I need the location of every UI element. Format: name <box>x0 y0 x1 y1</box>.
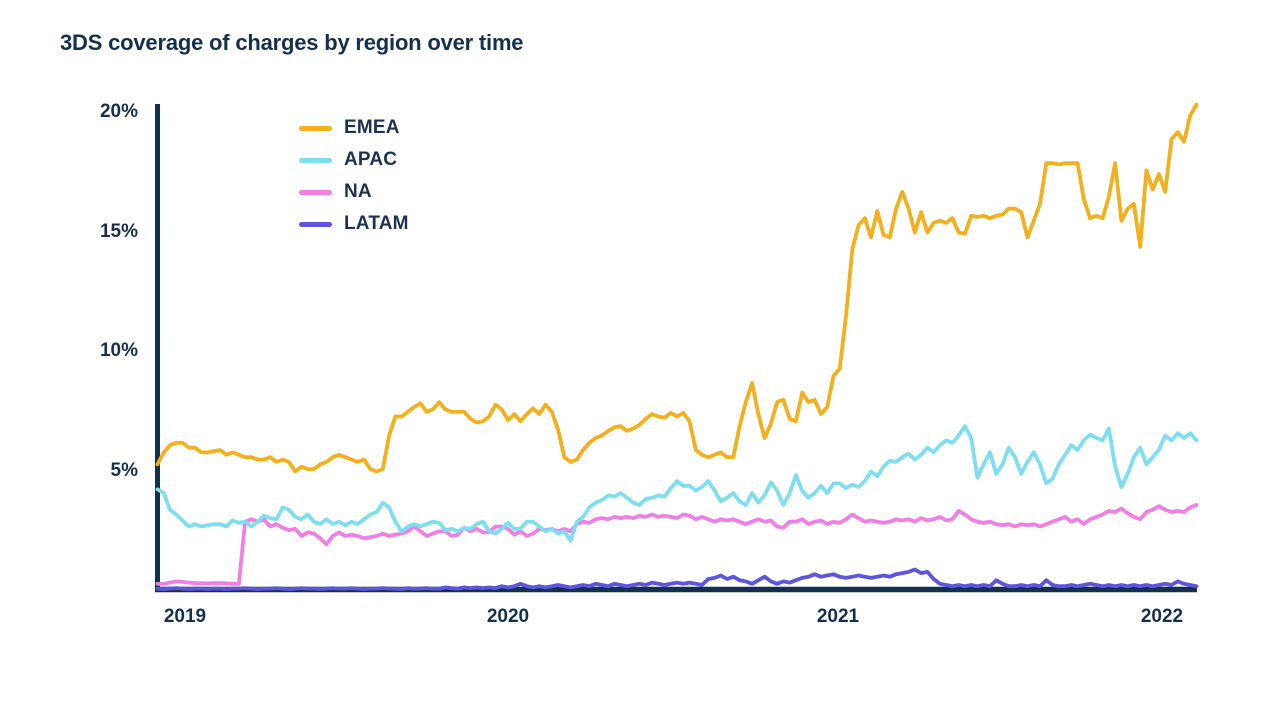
latam-line-swatch-icon <box>299 221 332 227</box>
x-tick-2022: 2022 <box>1140 606 1184 627</box>
emea-line-swatch-icon <box>299 125 332 131</box>
legend-item-apac: APAC <box>299 144 409 176</box>
apac-line-swatch-icon <box>299 157 332 163</box>
x-tick-2021: 2021 <box>816 606 860 627</box>
x-tick-2019: 2019 <box>163 606 207 627</box>
na-line-swatch-icon <box>299 189 332 195</box>
series-line-apac <box>155 424 1199 543</box>
y-tick-15: 15% <box>99 221 138 242</box>
y-tick-20: 20% <box>99 101 138 122</box>
series-line-na <box>155 503 1199 586</box>
chart-title: 3DS coverage of charges by region over t… <box>60 30 524 55</box>
series-lines <box>155 102 1199 591</box>
legend-label-na: NA <box>344 181 372 202</box>
legend-item-na: NA <box>299 176 409 208</box>
y-tick-10: 10% <box>99 340 138 361</box>
legend: EMEA APAC NA LATAM <box>299 112 409 240</box>
legend-label-apac: APAC <box>344 149 398 170</box>
legend-label-emea: EMEA <box>344 117 400 138</box>
series-line-emea <box>155 102 1199 474</box>
series-line-latam <box>155 567 1199 591</box>
y-tick-5: 5% <box>110 460 138 481</box>
legend-label-latam: LATAM <box>344 213 409 234</box>
legend-item-emea: EMEA <box>299 112 409 144</box>
x-tick-2020: 2020 <box>486 606 530 627</box>
legend-item-latam: LATAM <box>299 208 409 240</box>
